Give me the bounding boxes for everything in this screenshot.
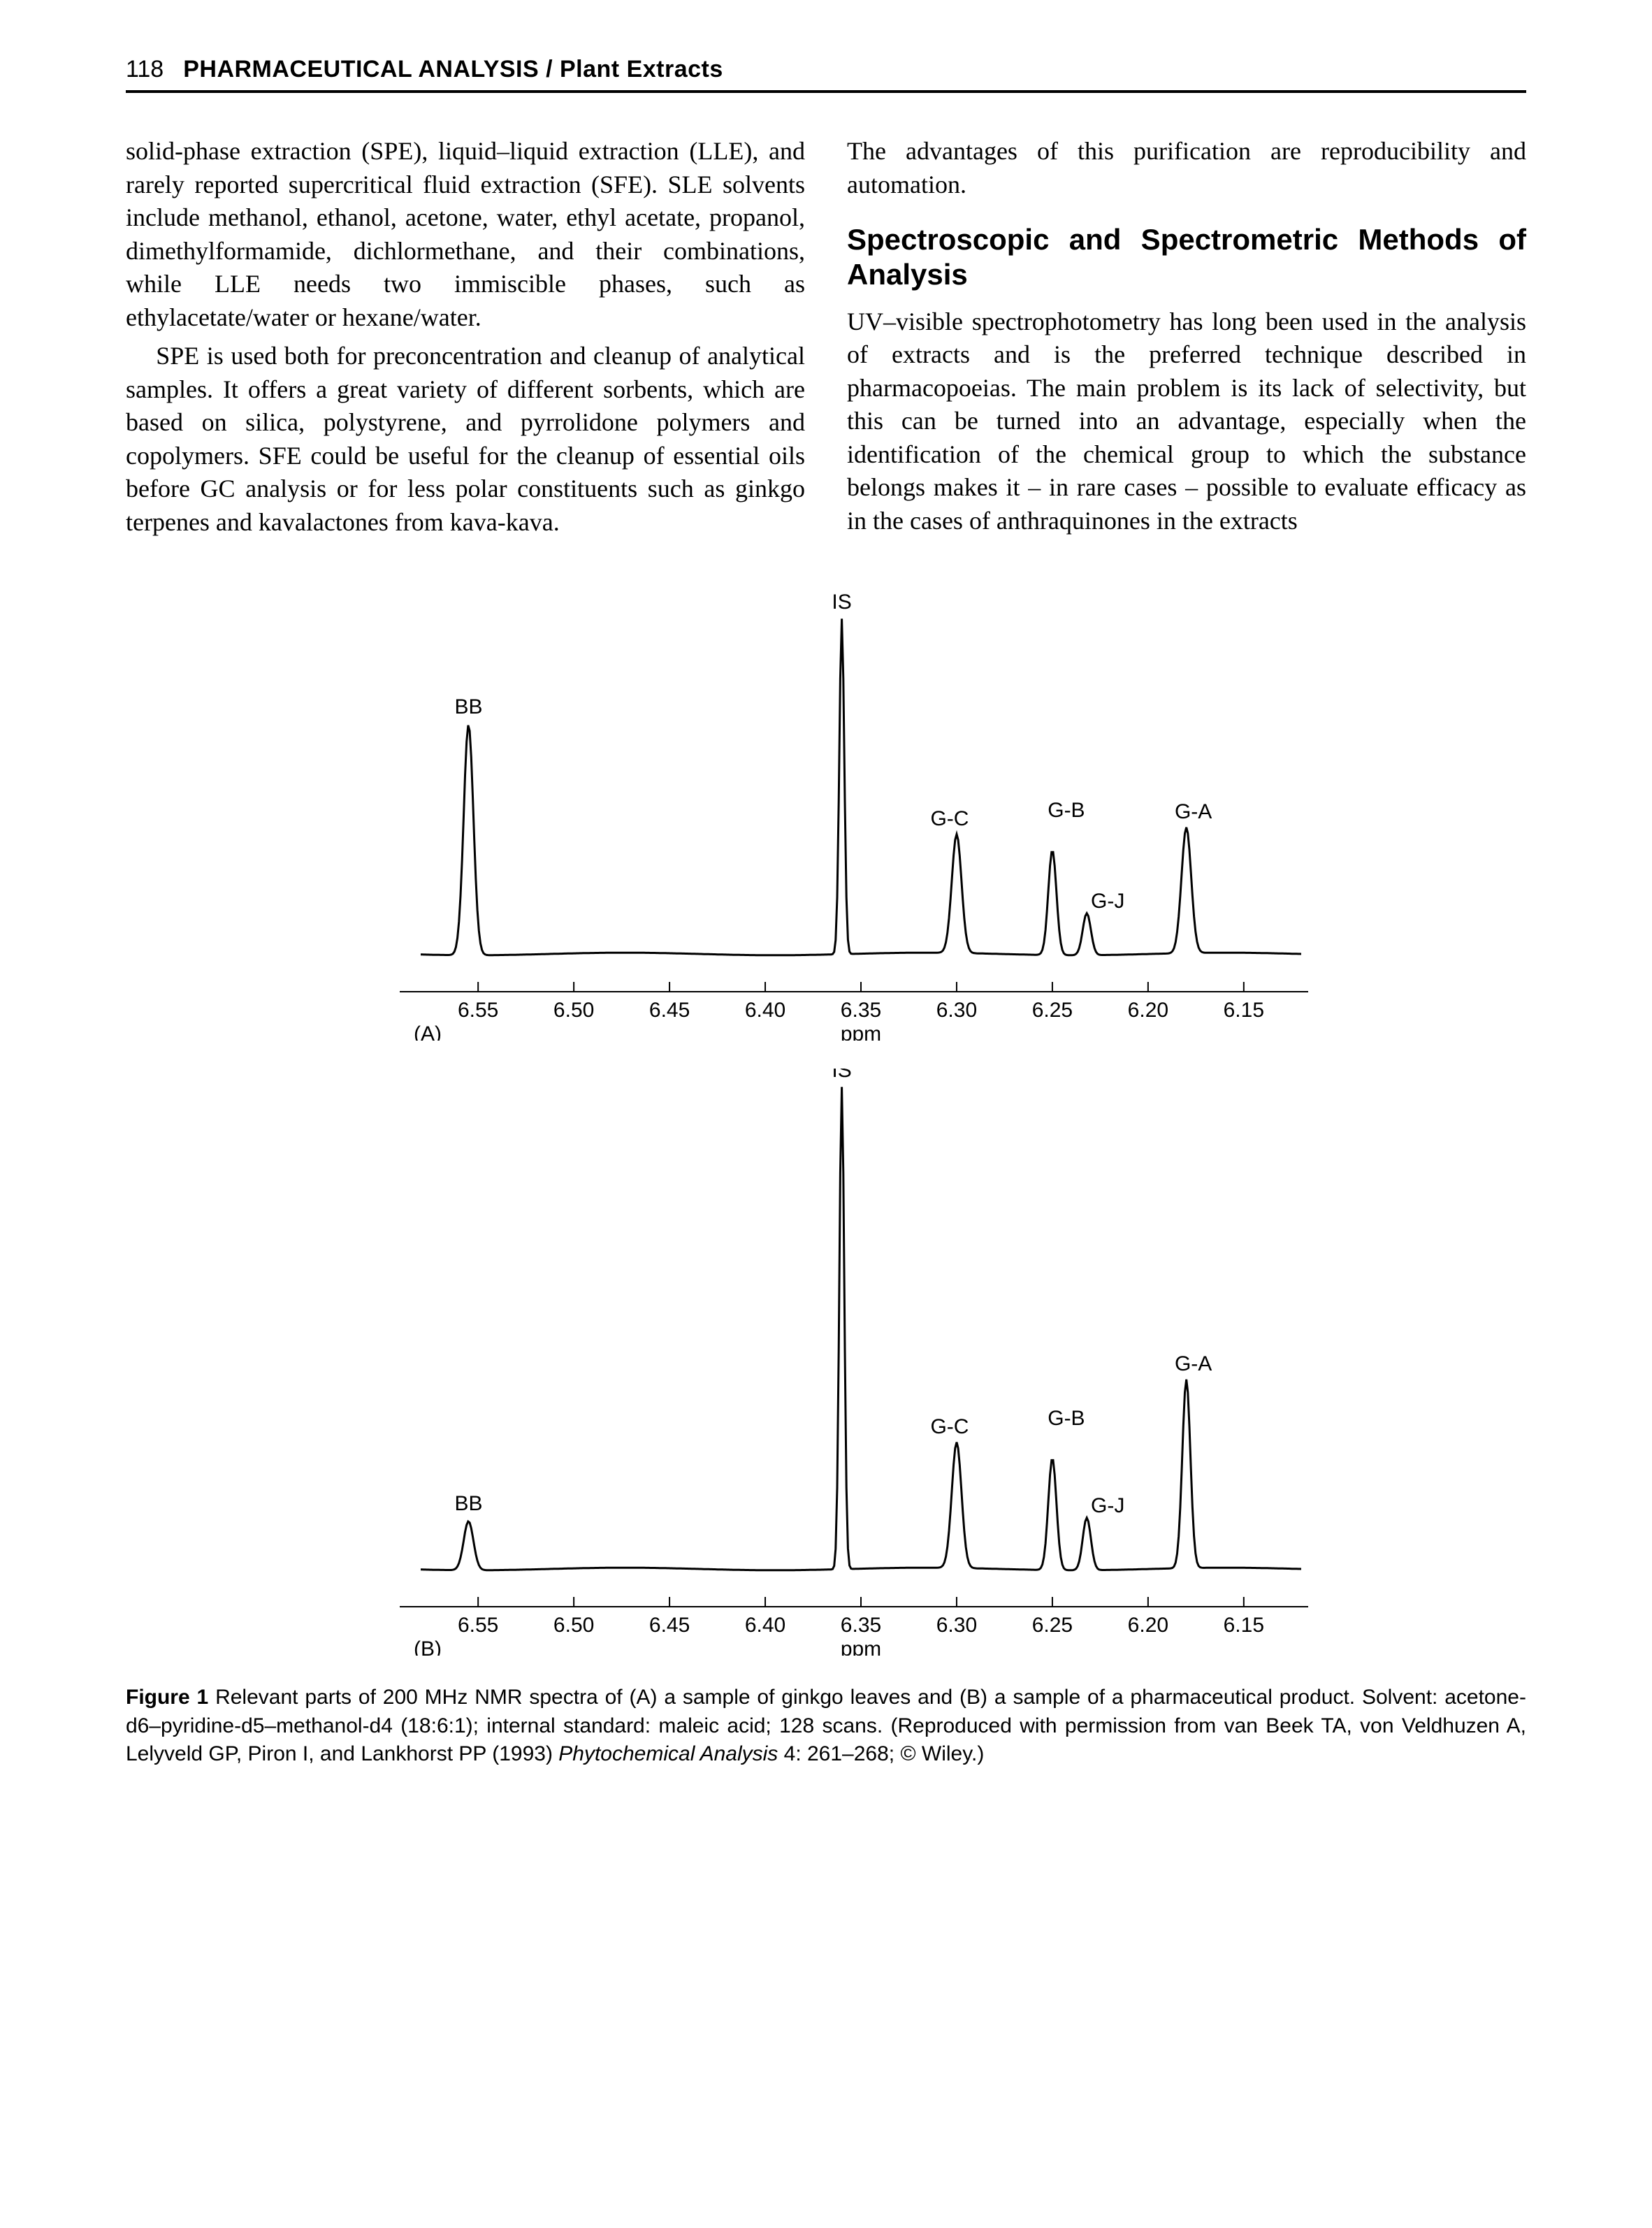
x-tick-label: 6.20 xyxy=(1128,999,1168,1022)
panel-label: (A) xyxy=(414,1022,442,1041)
right-para-1: The advantages of this purification are … xyxy=(847,135,1526,201)
running-header: 118 PHARMACEUTICAL ANALYSIS / Plant Extr… xyxy=(126,56,1526,93)
left-para-1: solid-phase extraction (SPE), liquid–liq… xyxy=(126,135,805,334)
x-tick-label: 6.45 xyxy=(649,999,690,1022)
peak-label-g-j: G-J xyxy=(1091,890,1124,913)
x-tick-label: 6.30 xyxy=(936,999,977,1022)
x-axis-unit: ppm xyxy=(841,1022,881,1041)
caption-text-2: 4: 261–268; © Wiley.) xyxy=(778,1742,984,1765)
x-tick-label: 6.30 xyxy=(936,1614,977,1637)
body-columns: solid-phase extraction (SPE), liquid–liq… xyxy=(126,135,1526,544)
spectrum-panel-b: BB IS G-C G-B G-J G-A 6.55 6.50 6.45 6.40 6.35 6.30… xyxy=(337,1069,1315,1656)
section-heading: Spectroscopic and Spectrometric Methods … xyxy=(847,222,1526,293)
left-para-2: SPE is used both for preconcentration an… xyxy=(126,340,805,539)
right-column: The advantages of this purification are … xyxy=(847,135,1526,544)
spectrum-b-svg: BB IS G-C G-B G-J G-A 6.55 6.50 6.45 6.40 6.35 6.30… xyxy=(337,1069,1315,1656)
x-tick-label: 6.25 xyxy=(1032,999,1073,1022)
peak-label-is: IS xyxy=(832,1069,851,1082)
x-tick-label: 6.40 xyxy=(745,1614,785,1637)
peak-label-g-j: G-J xyxy=(1091,1494,1124,1517)
spectrum-trace xyxy=(421,619,1301,955)
figure-label: Figure 1 xyxy=(126,1686,208,1709)
x-tick-label: 6.35 xyxy=(841,1614,881,1637)
x-tick-label: 6.50 xyxy=(553,999,594,1022)
left-column: solid-phase extraction (SPE), liquid–liq… xyxy=(126,135,805,544)
peak-label-g-a: G-A xyxy=(1175,1352,1212,1375)
spectrum-a-svg: BB IS G-C G-B G-J G-A 6.55 6.50 6.45 6.40 6.35 6.30… xyxy=(337,593,1315,1041)
x-tick-label: 6.55 xyxy=(458,999,498,1022)
spectrum-panel-a: BB IS G-C G-B G-J G-A 6.55 6.50 6.45 6.40 6.35 6.30… xyxy=(337,593,1315,1041)
x-tick-label: 6.15 xyxy=(1224,1614,1264,1637)
peak-label-g-c: G-C xyxy=(930,1415,969,1438)
x-tick-label: 6.20 xyxy=(1128,1614,1168,1637)
figure-caption: Figure 1 Relevant parts of 200 MHz NMR s… xyxy=(126,1684,1526,1769)
peak-label-g-b: G-B xyxy=(1048,1407,1085,1430)
caption-italic: Phytochemical Analysis xyxy=(558,1742,778,1765)
x-tick-label: 6.55 xyxy=(458,1614,498,1637)
peak-label-g-b: G-B xyxy=(1048,799,1085,822)
page-number: 118 xyxy=(126,56,164,83)
x-tick-label: 6.35 xyxy=(841,999,881,1022)
figure-1: BB IS G-C G-B G-J G-A 6.55 6.50 6.45 6.40 6.35 6.30… xyxy=(126,593,1526,1769)
peak-label-g-c: G-C xyxy=(930,807,969,830)
x-tick-label: 6.50 xyxy=(553,1614,594,1637)
peak-label-bb: BB xyxy=(454,695,482,718)
running-head-text: PHARMACEUTICAL ANALYSIS / Plant Extracts xyxy=(183,56,723,83)
x-tick-label: 6.25 xyxy=(1032,1614,1073,1637)
spectrum-trace xyxy=(421,1087,1301,1570)
right-para-2: UV–visible spectrophotometry has long be… xyxy=(847,305,1526,538)
x-axis-unit: ppm xyxy=(841,1637,881,1656)
x-tick-label: 6.15 xyxy=(1224,999,1264,1022)
x-tick-label: 6.40 xyxy=(745,999,785,1022)
page: 118 PHARMACEUTICAL ANALYSIS / Plant Extr… xyxy=(0,0,1652,1874)
panel-label: (B) xyxy=(414,1637,442,1656)
x-tick-label: 6.45 xyxy=(649,1614,690,1637)
peak-label-g-a: G-A xyxy=(1175,800,1212,823)
peak-label-is: IS xyxy=(832,593,851,614)
peak-label-bb: BB xyxy=(454,1492,482,1515)
